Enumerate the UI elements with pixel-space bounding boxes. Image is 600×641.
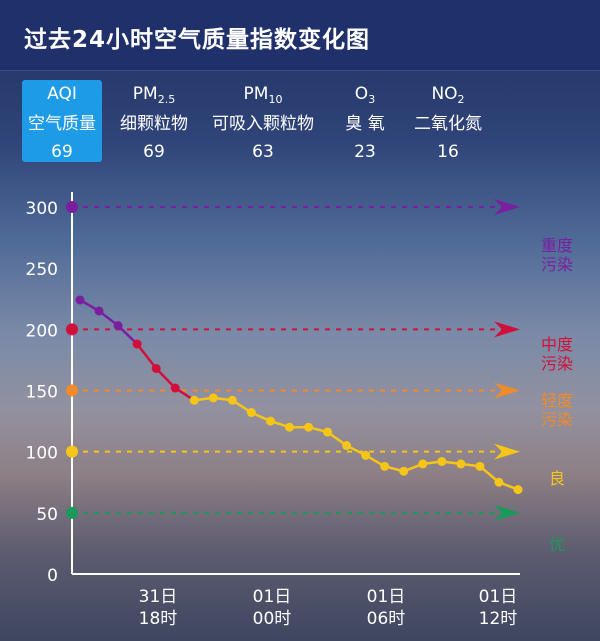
data-point	[170, 383, 180, 393]
data-point	[399, 466, 409, 476]
x-tick-label: 01日	[367, 587, 406, 607]
data-line-segment	[136, 343, 158, 370]
tab-pm25[interactable]: PM2.5 细颗粒物 69	[110, 80, 198, 162]
data-point	[208, 393, 218, 403]
y-tick-label: 200	[26, 321, 58, 341]
x-tick-label: 01日	[253, 587, 292, 607]
data-point	[494, 477, 504, 487]
data-point	[304, 422, 314, 432]
tab-pm25-value: 69	[143, 142, 165, 162]
threshold-arrow	[494, 321, 520, 338]
data-point	[75, 295, 85, 305]
threshold-arrow	[494, 199, 520, 215]
data-point	[418, 459, 428, 469]
threshold-label: 轻度污染	[541, 391, 573, 429]
tab-no2[interactable]: NO2 二氧化氮 16	[402, 80, 494, 162]
tab-aqi-desc: 空气质量	[28, 114, 96, 134]
x-tick-label: 01日	[479, 587, 518, 607]
tab-pm25-desc: 细颗粒物	[120, 114, 188, 134]
data-point	[323, 427, 333, 437]
threshold-marker	[66, 445, 78, 458]
data-point	[94, 306, 104, 316]
tab-no2-value: 16	[437, 142, 459, 162]
page-title: 过去24小时空气质量指数变化图	[24, 27, 371, 53]
data-point	[189, 395, 199, 405]
y-tick-label: 50	[36, 505, 58, 525]
y-tick-label: 300	[26, 199, 58, 219]
data-point	[151, 363, 161, 373]
tab-pm25-label: PM2.5	[132, 84, 176, 106]
x-tick-label: 00时	[253, 609, 292, 629]
x-tick-label: 18时	[139, 609, 178, 629]
data-point	[284, 422, 294, 432]
data-point	[437, 456, 447, 466]
tab-pm10[interactable]: PM10 可吸入颗粒物 63	[202, 80, 324, 162]
data-point	[456, 459, 466, 469]
threshold-marker	[66, 506, 78, 519]
x-tick-label: 31日	[139, 587, 178, 607]
threshold-marker	[66, 384, 78, 397]
tab-o3[interactable]: O3 臭 氧 23	[335, 80, 395, 162]
data-point	[513, 485, 523, 495]
data-point	[132, 339, 142, 349]
data-point	[113, 321, 123, 331]
data-point	[475, 461, 485, 471]
tab-o3-desc: 臭 氧	[345, 114, 385, 134]
data-line-segment	[155, 367, 177, 389]
threshold-label: 优	[549, 535, 565, 554]
data-point	[361, 450, 371, 460]
tab-o3-value: 23	[354, 142, 376, 162]
tab-no2-desc: 二氧化氮	[414, 114, 482, 134]
tab-aqi[interactable]: AQI 空气质量 69	[22, 80, 102, 162]
threshold-label: 良	[549, 469, 565, 488]
y-tick-label: 0	[47, 566, 58, 586]
threshold-arrow	[494, 504, 520, 521]
data-point	[227, 395, 237, 405]
tab-pm10-value: 63	[252, 142, 274, 162]
y-tick-label: 100	[26, 444, 58, 464]
data-point	[265, 416, 275, 426]
threshold-marker	[66, 201, 78, 213]
y-tick-label: 150	[26, 383, 58, 403]
header-bar: 过去24小时空气质量指数变化图	[0, 0, 600, 71]
threshold-marker	[66, 323, 78, 336]
threshold-arrow	[494, 443, 520, 460]
tab-pm10-desc: 可吸入颗粒物	[212, 114, 314, 134]
threshold-label: 中度污染	[541, 335, 573, 373]
y-tick-label: 250	[26, 260, 58, 280]
tab-no2-label: NO2	[431, 84, 465, 106]
tab-o3-label: O3	[354, 84, 376, 106]
data-point	[342, 441, 352, 451]
threshold-arrow	[494, 382, 520, 399]
tab-aqi-label: AQI	[47, 84, 77, 104]
data-point	[380, 461, 390, 471]
tab-aqi-value: 69	[51, 142, 73, 162]
x-tick-label: 12时	[479, 609, 518, 629]
data-point	[246, 408, 256, 418]
x-tick-label: 06时	[367, 609, 406, 629]
tab-pm10-label: PM10	[243, 84, 283, 106]
threshold-label: 重度污染	[541, 236, 573, 274]
